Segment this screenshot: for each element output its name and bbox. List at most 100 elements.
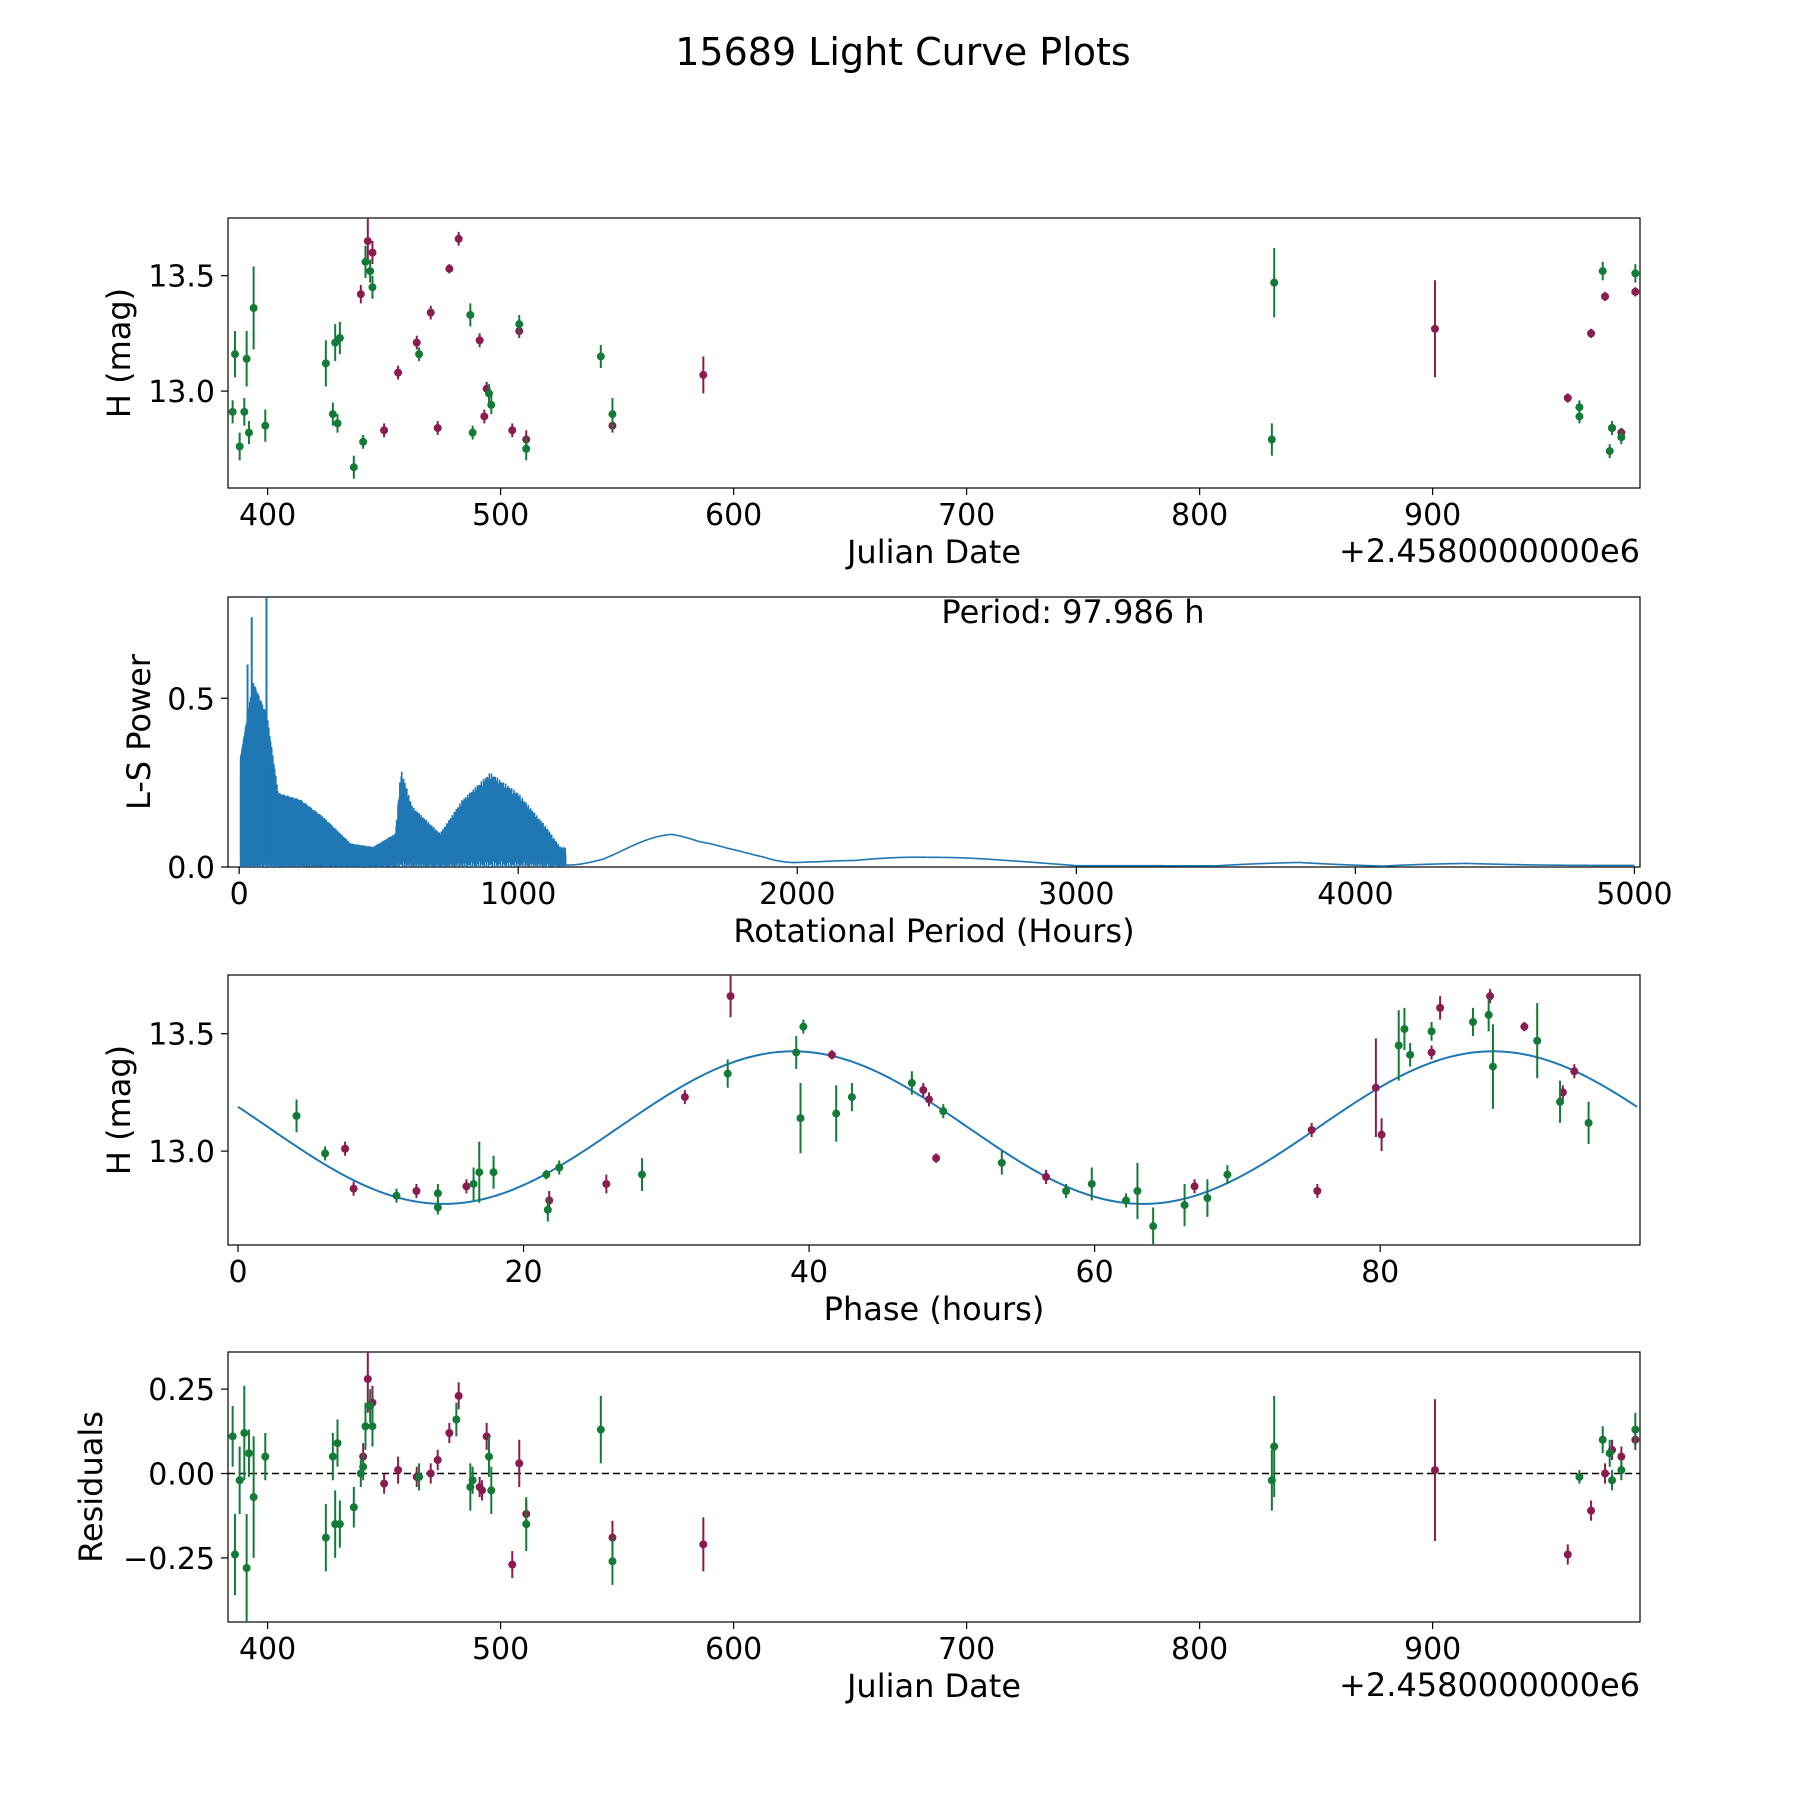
data-point-g — [1400, 1025, 1409, 1033]
periodogram-xtick-label: 0 — [230, 877, 249, 912]
sinusoid-fit-line — [237, 1050, 1638, 1205]
data-point-r — [426, 308, 435, 317]
lightcurve-ytick-label: 13.0 — [148, 375, 215, 410]
residuals-marks — [228, 1352, 1640, 1622]
data-point-g — [240, 407, 249, 416]
data-point-r — [454, 1391, 463, 1400]
data-point-g — [333, 1439, 342, 1448]
data-point-g — [366, 267, 375, 276]
data-point-g — [1133, 1187, 1142, 1195]
data-point-g — [1122, 1196, 1131, 1205]
residuals-ytick-label: −0.25 — [123, 1542, 215, 1577]
data-point-g — [240, 1429, 249, 1437]
data-point-g — [1223, 1170, 1232, 1179]
data-point-g — [1533, 1036, 1542, 1045]
phased-ytick-label: 13.0 — [148, 1135, 215, 1170]
data-point-g — [468, 1476, 477, 1485]
data-point-g — [328, 1452, 337, 1461]
data-point-g — [522, 1520, 531, 1529]
data-point-g — [939, 1107, 948, 1116]
periodogram-xtick-label: 2000 — [759, 877, 835, 912]
data-point-g — [1270, 1442, 1279, 1451]
periodogram-marks — [239, 597, 1635, 867]
data-point-r — [356, 290, 365, 299]
data-point-g — [1468, 1017, 1477, 1026]
data-point-r — [602, 1179, 611, 1188]
data-point-g — [1556, 1097, 1565, 1106]
data-point-g — [242, 354, 251, 363]
data-point-g — [468, 428, 477, 437]
data-point-g — [1631, 269, 1640, 278]
data-point-r — [919, 1086, 928, 1095]
data-point-g — [1575, 412, 1584, 421]
data-point-g — [228, 407, 237, 416]
data-point-r — [1190, 1182, 1199, 1191]
data-point-r — [380, 426, 389, 435]
data-point-g — [235, 442, 244, 451]
residuals-panel: Julian Date Residuals +2.4580000000e6 40… — [72, 1351, 1641, 1705]
data-point-g — [433, 1203, 442, 1212]
data-point-r — [477, 1486, 486, 1495]
data-point-r — [480, 412, 489, 421]
data-point-r — [426, 1469, 435, 1478]
data-point-r — [1430, 324, 1439, 333]
data-point-r — [1587, 329, 1596, 338]
residuals-ytick-label: 0.00 — [148, 1458, 215, 1493]
data-point-r — [515, 1459, 524, 1468]
data-point-g — [542, 1170, 551, 1179]
data-point-g — [335, 1520, 344, 1529]
data-point-r — [508, 1560, 517, 1569]
data-point-g — [1608, 1476, 1617, 1485]
data-point-r — [545, 1196, 554, 1205]
data-point-g — [487, 400, 496, 409]
periodogram-ylabel: L-S Power — [120, 653, 158, 810]
data-point-g — [997, 1158, 1006, 1167]
periodogram-ytick-label: 0.0 — [167, 851, 215, 886]
data-point-g — [230, 1550, 239, 1559]
data-point-r — [1486, 992, 1495, 1001]
phased-marks — [237, 975, 1638, 1245]
data-point-r — [341, 1144, 350, 1153]
lightcurve-xtick-label: 900 — [1404, 498, 1461, 533]
data-point-r — [1601, 292, 1610, 301]
data-point-r — [1570, 1067, 1579, 1076]
data-point-r — [454, 234, 463, 243]
phased-xtick-label: 40 — [790, 1255, 828, 1290]
data-point-g — [1484, 1010, 1493, 1019]
data-point-g — [361, 257, 370, 266]
data-point-g — [1584, 1118, 1593, 1127]
lightcurve-xtick-label: 800 — [1171, 498, 1228, 533]
data-point-g — [608, 1557, 617, 1566]
data-point-g — [415, 350, 424, 359]
lightcurve-ylabel: H (mag) — [100, 288, 138, 418]
phased-xtick-label: 20 — [504, 1255, 542, 1290]
data-point-g — [261, 421, 270, 430]
data-point-r — [363, 1375, 372, 1383]
data-point-r — [380, 1479, 389, 1488]
periodogram-xtick-label: 5000 — [1596, 877, 1672, 912]
data-point-r — [1617, 1452, 1626, 1461]
lightcurve-plot-area — [227, 217, 1641, 489]
data-point-g — [359, 437, 368, 446]
data-point-g — [596, 352, 605, 361]
data-point-r — [1436, 1003, 1445, 1012]
data-point-r — [462, 1182, 471, 1191]
data-point-g — [321, 1149, 330, 1158]
data-point-g — [1267, 435, 1276, 444]
data-point-r — [363, 237, 372, 246]
data-point-g — [469, 1179, 478, 1188]
data-point-g — [484, 1452, 493, 1461]
data-point-r — [433, 1456, 442, 1464]
data-point-g — [847, 1093, 856, 1102]
periodogram-xlabel: Rotational Period (Hours) — [733, 912, 1134, 950]
data-point-r — [1427, 1048, 1436, 1057]
data-point-r — [412, 338, 421, 347]
data-point-r — [394, 1466, 403, 1475]
data-point-g — [235, 1476, 244, 1485]
data-point-g — [433, 1189, 442, 1198]
figure-title: 15689 Light Curve Plots — [675, 30, 1130, 74]
residuals-xtick-label: 500 — [472, 1632, 529, 1667]
residuals-xtick-label: 800 — [1171, 1632, 1228, 1667]
periodogram-xtick-label: 3000 — [1038, 877, 1114, 912]
phased-xtick-label: 0 — [228, 1255, 247, 1290]
